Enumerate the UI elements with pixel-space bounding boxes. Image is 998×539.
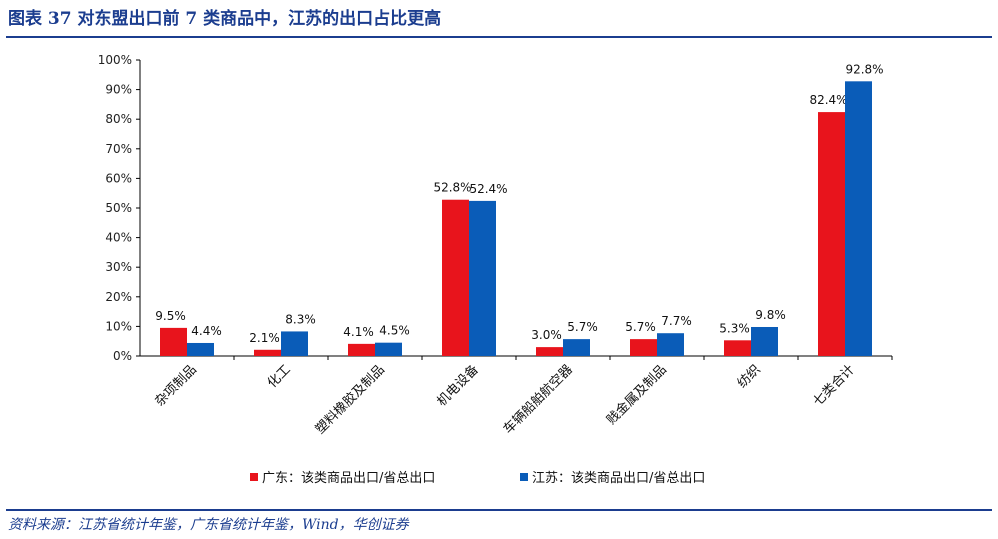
data-label-jiangsu: 5.7% [567, 320, 598, 334]
x-category-label: 纺织 [735, 362, 764, 391]
chart-title: 图表 37 对东盟出口前 7 类商品中，江苏的出口占比更高 [8, 9, 442, 29]
bar-guangdong [160, 327, 187, 356]
data-label-guangdong: 4.1% [343, 325, 374, 339]
y-tick-label: 40% [105, 231, 132, 245]
legend-swatch-jiangsu [520, 472, 528, 481]
y-tick-label: 60% [105, 171, 132, 185]
source-note: 资料来源：江苏省统计年鉴，广东省统计年鉴，Wind，华创证券 [8, 517, 409, 533]
footer-divider [6, 509, 992, 511]
data-label-jiangsu: 8.3% [285, 312, 316, 326]
title-divider [6, 36, 992, 38]
bar-jiangsu [281, 331, 308, 356]
bar-guangdong [724, 340, 751, 356]
bar-chart: 0% 10% 20% 30% 40% 50% 60% 70% 80% 90% 100% 9.5% 4.4… [98, 53, 893, 438]
x-category-label: 机电设备 [434, 362, 482, 410]
data-label-guangdong: 52.8% [433, 181, 471, 195]
bar-guangdong [442, 199, 469, 356]
bar-jiangsu [563, 339, 590, 356]
x-category-label: 化工 [265, 362, 294, 391]
bar-jiangsu [375, 342, 402, 356]
bar-jiangsu [187, 342, 214, 356]
bar-jiangsu [657, 333, 684, 356]
x-category-label: 车辆船舶航空器 [500, 362, 576, 438]
y-tick-label: 90% [105, 83, 132, 97]
legend-label-jiangsu: 江苏：该类商品出口/省总出口 [532, 471, 706, 486]
y-tick-label: 10% [105, 319, 132, 333]
data-label-jiangsu: 92.8% [845, 62, 883, 76]
legend-item-guangdong: 广东：该类商品出口/省总出口 [250, 467, 435, 486]
data-label-jiangsu: 4.5% [379, 324, 410, 338]
bar-guangdong [254, 349, 281, 356]
y-tick-label: 100% [98, 53, 132, 67]
y-tick-label: 30% [105, 260, 132, 274]
data-label-guangdong: 82.4% [809, 93, 847, 107]
data-label-jiangsu: 52.4% [469, 182, 507, 196]
data-label-jiangsu: 7.7% [661, 314, 692, 328]
data-label-jiangsu: 4.4% [191, 324, 222, 338]
legend-swatch-guangdong [250, 472, 258, 481]
data-label-guangdong: 2.1% [249, 331, 280, 345]
y-tick-label: 70% [105, 142, 132, 156]
bar-jiangsu [845, 81, 872, 356]
x-category-label: 七类合计 [810, 362, 857, 409]
bar-guangdong [818, 112, 845, 356]
y-tick-label: 80% [105, 112, 132, 126]
x-category-label: 塑料橡胶及制品 [312, 362, 388, 438]
data-label-guangdong: 5.3% [719, 321, 750, 335]
x-category-label: 杂项制品 [152, 362, 199, 409]
bar-jiangsu [751, 326, 778, 356]
y-tick-label: 50% [105, 201, 132, 215]
bar-guangdong [348, 343, 375, 356]
bar-guangdong [630, 339, 657, 356]
data-label-guangdong: 5.7% [625, 320, 656, 334]
bar-jiangsu [469, 200, 496, 356]
data-label-guangdong: 3.0% [531, 328, 562, 342]
legend-label-guangdong: 广东：该类商品出口/省总出口 [262, 471, 436, 486]
legend-item-jiangsu: 江苏：该类商品出口/省总出口 [520, 467, 705, 486]
y-tick-label: 20% [105, 290, 132, 304]
x-category-label: 贱金属及制品 [603, 362, 669, 428]
bar-guangdong [536, 347, 563, 356]
data-label-jiangsu: 9.8% [755, 308, 786, 322]
y-tick-label: 0% [113, 349, 132, 363]
data-label-guangdong: 9.5% [155, 309, 186, 323]
